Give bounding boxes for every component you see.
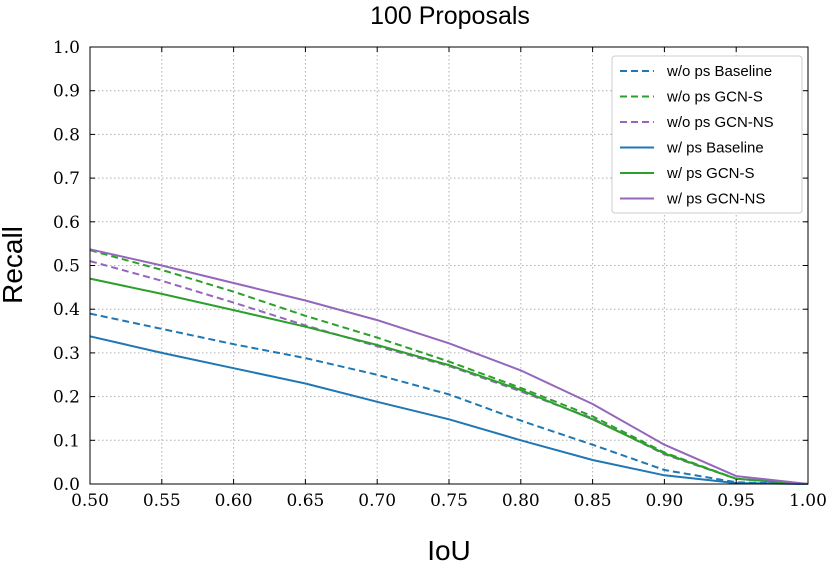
- x-tick-label: 0.80: [502, 491, 540, 511]
- series-line: [89, 277, 809, 485]
- legend-label: w/o ps GCN-S: [666, 89, 763, 106]
- legend-label: w/ ps GCN-NS: [666, 191, 765, 208]
- y-tick-label: 0.0: [53, 475, 80, 495]
- x-tick-label: 0.60: [215, 491, 253, 511]
- x-axis-label: IoU: [427, 535, 471, 566]
- x-tick-label: 0.70: [358, 491, 396, 511]
- x-tick-label: 0.75: [430, 491, 468, 511]
- y-tick-label: 0.8: [53, 125, 80, 145]
- y-tick-label: 0.2: [53, 388, 80, 408]
- x-tick-label: 0.65: [286, 491, 324, 511]
- x-tick-label: 1.00: [789, 491, 827, 511]
- x-tick-label: 0.55: [143, 491, 181, 511]
- legend-box: [611, 55, 803, 214]
- legend-label: w/ ps Baseline: [666, 140, 764, 157]
- chart-title: 100 Proposals: [370, 2, 530, 30]
- series-line: [89, 248, 809, 485]
- axis-ticks: 0.50 0.55 0.60 0.65 0.70 0.75 0.80 0.85 0.90 0.95…: [53, 38, 827, 511]
- y-tick-label: 0.5: [53, 257, 80, 277]
- y-tick-label: 0.9: [53, 82, 80, 102]
- x-tick-label: 0.85: [574, 491, 612, 511]
- x-tick-label: 0.95: [717, 491, 755, 511]
- y-tick-label: 0.7: [53, 169, 80, 189]
- series-line: [89, 249, 809, 485]
- x-tick-label: 0.90: [645, 491, 683, 511]
- y-tick-label: 1.0: [53, 38, 80, 58]
- legend-label: w/o ps Baseline: [666, 63, 772, 80]
- series-lines: [89, 248, 809, 485]
- series-line: [89, 312, 809, 485]
- y-tick-label: 0.4: [53, 300, 80, 320]
- legend-label: w/o ps GCN-NS: [666, 114, 774, 131]
- x-tick-label: 0.50: [71, 491, 109, 511]
- series-line: [89, 335, 809, 485]
- series-line: [89, 260, 809, 485]
- y-axis-label: Recall: [0, 226, 28, 304]
- legend: w/o ps Baseline w/o ps GCN-S w/o ps GCN-NS…: [611, 55, 803, 214]
- y-tick-label: 0.3: [53, 344, 80, 364]
- y-tick-label: 0.6: [53, 213, 80, 233]
- legend-label: w/ ps GCN-S: [666, 165, 755, 182]
- y-tick-label: 0.1: [53, 431, 80, 451]
